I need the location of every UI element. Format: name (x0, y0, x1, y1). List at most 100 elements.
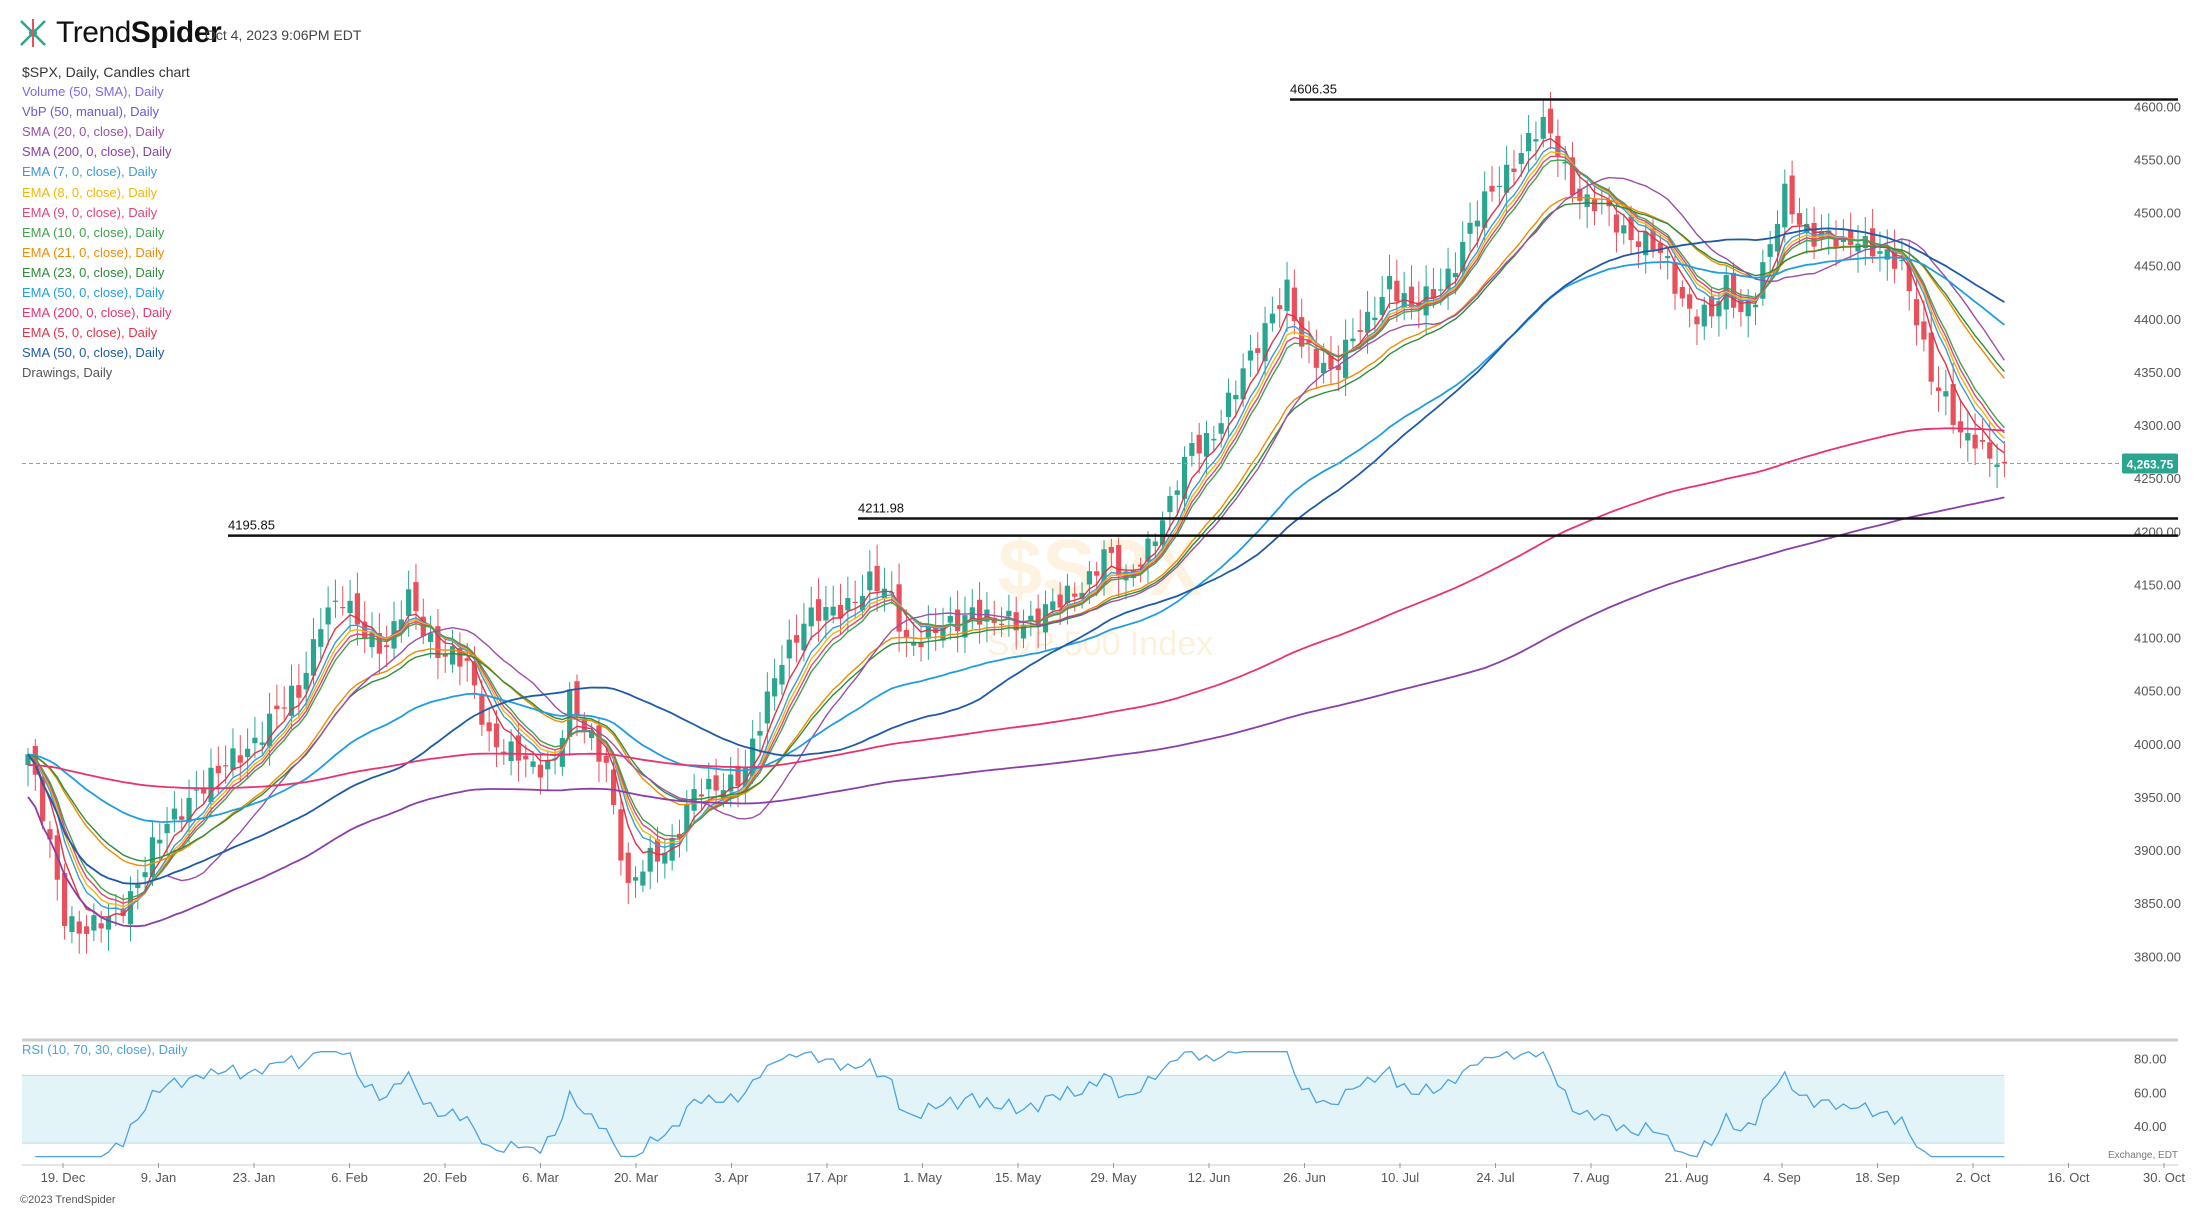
candle-body (706, 778, 712, 790)
candle-body (149, 837, 156, 878)
candle (332, 579, 339, 618)
candle (1335, 345, 1341, 392)
candle-body (1928, 332, 1934, 382)
candle (1006, 594, 1012, 637)
y-tick-label: 4600.00 (2134, 99, 2181, 114)
candle-body (1357, 330, 1363, 332)
candle (91, 903, 97, 942)
candle-body (1540, 117, 1546, 139)
brand-logo[interactable]: TrendSpider (18, 16, 222, 50)
chart-title[interactable]: $SPX, Daily, Candles chart (22, 64, 190, 80)
candle (1621, 213, 1627, 245)
candle (1577, 173, 1583, 219)
candle (457, 632, 463, 686)
candle (303, 651, 309, 709)
legend-item[interactable]: EMA (5, 0, close), Daily (22, 325, 158, 341)
candle-body (772, 678, 778, 697)
candle (193, 770, 199, 809)
watermark-name: S&P 500 Index (987, 625, 1213, 663)
candle-body (179, 816, 185, 820)
candle (1343, 319, 1349, 396)
candle (1269, 296, 1275, 332)
candle (25, 748, 31, 787)
candle-body (1233, 394, 1239, 400)
candle-body (1511, 168, 1517, 172)
candle-body (852, 601, 858, 604)
candle-body (728, 774, 734, 792)
candle-body (903, 629, 909, 638)
candle (647, 835, 653, 890)
candle (384, 625, 390, 668)
candle-body (1211, 438, 1217, 441)
candle-body (1152, 541, 1158, 547)
candle-body (1438, 289, 1444, 291)
candle (1540, 99, 1546, 148)
candle-body (1474, 220, 1480, 227)
legend-item[interactable]: EMA (9, 0, close), Daily (22, 204, 158, 220)
x-tick-label: 24. Jul (1476, 1170, 1514, 1185)
candle-body (662, 852, 668, 864)
legend-item[interactable]: EMA (200, 0, close), Daily (22, 305, 172, 321)
candle-body (977, 599, 983, 625)
candle (867, 550, 873, 609)
candle-body (1547, 108, 1554, 134)
candle-body (1833, 238, 1839, 247)
candle (1511, 149, 1517, 184)
candle (1643, 221, 1649, 274)
candle (1408, 265, 1415, 320)
moving-averages (27, 137, 2005, 928)
candle-body (1291, 287, 1297, 322)
legend-item[interactable]: EMA (50, 0, close), Daily (22, 285, 165, 301)
legend-item[interactable]: SMA (20, 0, close), Daily (22, 124, 165, 140)
candle (925, 605, 931, 660)
legend-item[interactable]: VbP (50, manual), Daily (22, 104, 160, 120)
legend-item[interactable]: EMA (21, 0, close), Daily (22, 244, 165, 260)
candle (113, 894, 119, 927)
candle (808, 586, 814, 641)
candle-body (698, 794, 705, 797)
candle-body (464, 658, 470, 661)
legend-item[interactable]: EMA (8, 0, close), Daily (22, 184, 158, 200)
y-tick-label: 4400.00 (2134, 312, 2181, 327)
legend-item[interactable]: EMA (23, 0, close), Daily (22, 264, 165, 280)
candle-body (1094, 571, 1100, 576)
legend-item[interactable]: EMA (7, 0, close), Daily (22, 164, 158, 180)
candle-body (1591, 199, 1598, 212)
candle-body (1072, 593, 1078, 597)
legend-item[interactable]: Volume (50, SMA), Daily (22, 84, 164, 100)
candle-body (252, 737, 258, 744)
legend-item[interactable]: Drawings, Daily (22, 365, 113, 381)
candle-body (808, 607, 814, 627)
ma-line (27, 427, 2005, 790)
candle-body (1665, 256, 1671, 259)
candle-body (1774, 224, 1781, 252)
candle-body (1343, 339, 1349, 379)
candle-body (1101, 549, 1107, 585)
candle-body (413, 582, 419, 612)
candle (1694, 309, 1700, 346)
candle-body (1386, 275, 1393, 290)
legend-item[interactable]: SMA (200, 0, close), Daily (22, 144, 172, 160)
candle-body (384, 645, 390, 648)
candle-body (567, 689, 573, 737)
candle (1555, 119, 1561, 177)
candle-body (215, 765, 221, 774)
legend-item[interactable]: EMA (10, 0, close), Daily (22, 224, 165, 240)
candle (1247, 335, 1254, 378)
candle (998, 607, 1005, 638)
legend-item[interactable]: SMA (50, 0, close), Daily (22, 345, 165, 361)
y-tick-label: 4100.00 (2134, 631, 2181, 646)
candle (1167, 486, 1173, 531)
candle-body (925, 625, 931, 639)
x-tick-label: 26. Jun (1283, 1170, 1326, 1185)
candle (1496, 166, 1502, 206)
candle-body (1621, 225, 1627, 234)
candle-body (142, 872, 148, 878)
candle-body (911, 642, 917, 646)
rsi-indicator-label[interactable]: RSI (10, 70, 30, close), Daily (22, 1042, 188, 1057)
candle-body (362, 621, 368, 639)
candle-body (1643, 231, 1649, 256)
candle (1584, 180, 1590, 228)
current-price-text: 4,263.75 (2127, 458, 2174, 472)
